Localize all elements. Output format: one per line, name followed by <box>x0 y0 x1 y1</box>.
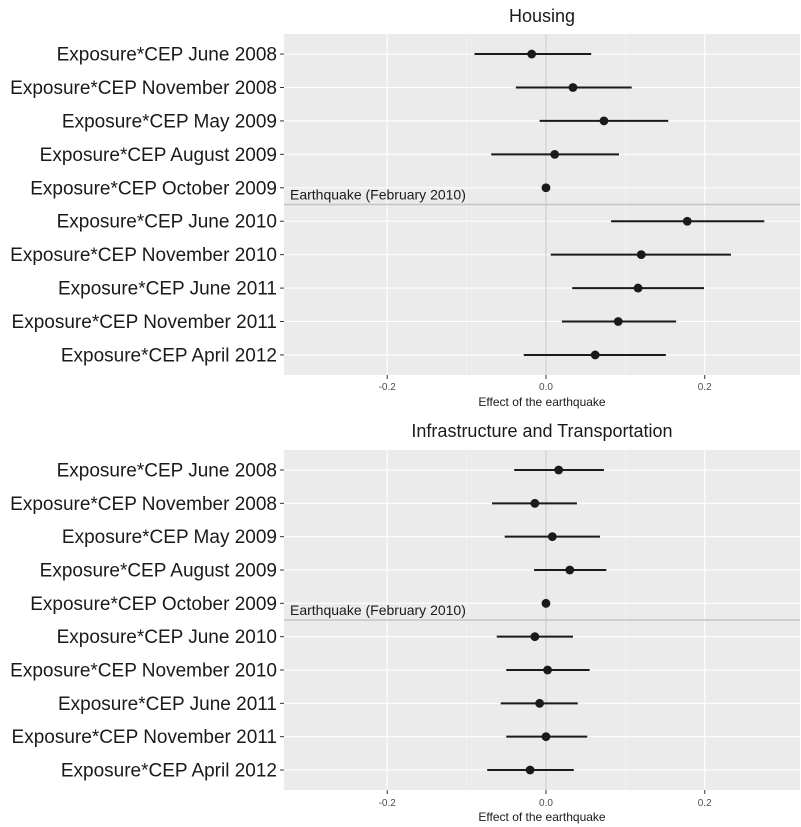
earthquake-annotation: Earthquake (February 2010) <box>290 187 466 203</box>
point-estimate <box>525 765 535 775</box>
point-estimate <box>541 732 551 742</box>
y-tick-label: Exposure*CEP October 2009 <box>30 594 277 615</box>
point-estimate <box>543 665 552 675</box>
point-estimate <box>550 149 560 159</box>
earthquake-annotation: Earthquake (February 2010) <box>290 602 466 618</box>
y-tick-label: Exposure*CEP April 2012 <box>61 345 277 366</box>
point-estimate <box>682 216 692 226</box>
x-tick-label: -0.2 <box>379 382 397 393</box>
point-estimate <box>547 532 557 542</box>
point-estimate <box>613 317 623 326</box>
point-estimate <box>541 598 551 608</box>
y-tick-label: Exposure*CEP June 2008 <box>57 45 277 66</box>
point-estimate <box>633 283 643 293</box>
point-estimate <box>530 498 540 508</box>
y-tick-label: Exposure*CEP June 2010 <box>57 627 277 648</box>
x-tick-label: 0.0 <box>539 382 553 393</box>
panel-1: Earthquake (February 2010) Housing Exposur… <box>10 6 800 409</box>
point-estimate <box>541 183 551 193</box>
y-tick-label: Exposure*CEP June 2011 <box>58 279 277 300</box>
panel-2: Earthquake (February 2010) Infrastructure… <box>10 421 800 824</box>
y-tick-label: Exposure*CEP November 2011 <box>12 312 277 333</box>
y-tick-label: Exposure*CEP August 2009 <box>40 561 277 582</box>
y-tick-label: Exposure*CEP May 2009 <box>62 111 277 132</box>
point-estimate <box>590 350 600 360</box>
point-estimate <box>568 83 578 92</box>
x-axis-label: Effect of the earthquake <box>478 395 606 409</box>
y-tick-label: Exposure*CEP August 2009 <box>40 145 277 166</box>
point-estimate <box>527 49 537 59</box>
panel-title: Housing <box>509 6 575 26</box>
y-tick-label: Exposure*CEP November 2008 <box>10 494 277 515</box>
y-tick-label: Exposure*CEP May 2009 <box>62 527 277 548</box>
point-estimate <box>554 465 564 475</box>
y-tick-label: Exposure*CEP November 2010 <box>10 661 277 682</box>
y-tick-label: Exposure*CEP June 2011 <box>58 694 277 715</box>
point-estimate <box>636 250 646 260</box>
x-tick-label: 0.2 <box>698 798 712 809</box>
y-tick-label: Exposure*CEP November 2011 <box>12 727 277 748</box>
x-tick-label: 0.0 <box>539 798 553 809</box>
point-estimate <box>530 632 540 642</box>
point-estimate <box>599 116 609 126</box>
point-estimate <box>565 565 575 575</box>
y-tick-label: Exposure*CEP June 2008 <box>57 461 277 482</box>
x-tick-label: -0.2 <box>379 798 397 809</box>
x-axis-label: Effect of the earthquake <box>478 810 606 824</box>
y-tick-label: Exposure*CEP October 2009 <box>30 178 277 199</box>
point-estimate <box>535 698 545 708</box>
y-tick-label: Exposure*CEP April 2012 <box>61 761 277 782</box>
y-tick-label: Exposure*CEP November 2008 <box>10 78 277 99</box>
panel-title: Infrastructure and Transportation <box>411 421 672 441</box>
y-tick-label: Exposure*CEP June 2010 <box>57 212 277 233</box>
x-tick-label: 0.2 <box>698 382 712 393</box>
y-tick-label: Exposure*CEP November 2010 <box>10 245 277 266</box>
